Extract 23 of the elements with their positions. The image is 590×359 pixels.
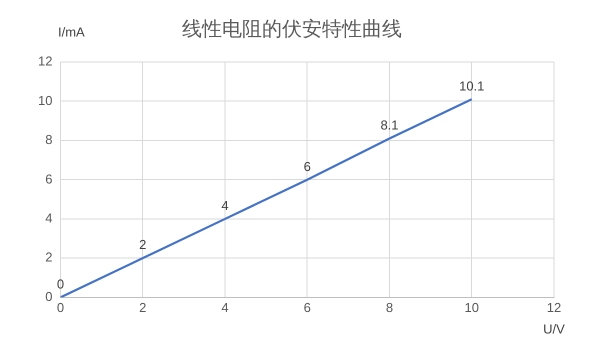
x-tick-label: 10 xyxy=(464,300,479,315)
x-tick-label: 6 xyxy=(304,300,311,315)
data-label: 10.1 xyxy=(459,78,484,94)
y-tick-label: 4 xyxy=(45,210,52,226)
data-label: 4 xyxy=(221,198,229,214)
data-label: 8.1 xyxy=(380,118,399,133)
y-tick-label: 2 xyxy=(45,250,52,265)
x-tick-label: 12 xyxy=(546,300,562,315)
x-tick-label: 0 xyxy=(56,300,64,315)
y-tick-label: 12 xyxy=(38,54,52,69)
x-tick-label: 2 xyxy=(139,300,146,315)
y-tick-label: 0 xyxy=(45,288,52,304)
chart-title: 线性电阻的伏安特性曲线 xyxy=(182,18,402,41)
x-tick-label: 8 xyxy=(386,300,394,315)
y-tick-label: 10 xyxy=(38,92,52,108)
data-label: 6 xyxy=(304,158,311,174)
data-label: 2 xyxy=(139,237,146,252)
x-axis-title: U/V xyxy=(543,322,566,337)
y-tick-label: 8 xyxy=(45,132,52,148)
data-label: 0 xyxy=(56,276,64,292)
y-tick-label: 6 xyxy=(45,171,52,186)
x-tick-label: 4 xyxy=(221,300,229,315)
y-axis-title: I/mA xyxy=(58,24,86,40)
